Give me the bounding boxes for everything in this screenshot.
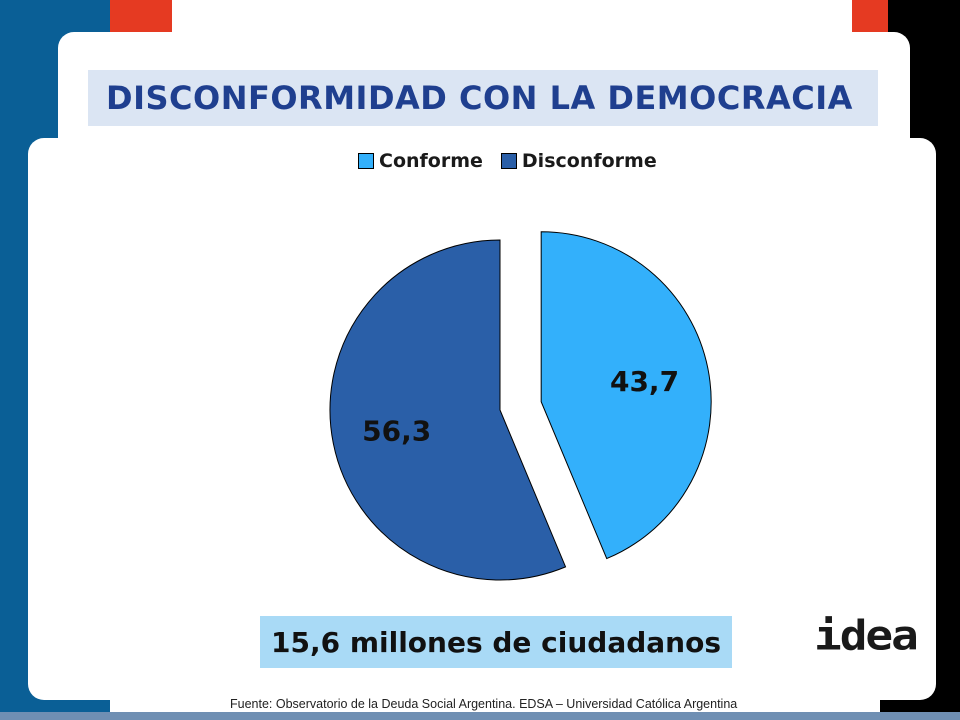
pie-chart: 43,7 56,3 — [329, 231, 712, 581]
callout-box: 15,6 millones de ciudadanos — [260, 616, 732, 668]
bottom-strip — [0, 712, 960, 720]
legend-item-disconforme: Disconforme — [500, 150, 657, 172]
callout-text: 15,6 millones de ciudadanos — [271, 625, 721, 659]
title-box: DISCONFORMIDAD CON LA DEMOCRACIA — [88, 70, 878, 126]
pie-slice-disconforme — [329, 239, 567, 581]
pie-slice-conforme — [540, 231, 712, 560]
legend-swatch-conforme — [358, 153, 374, 169]
slide-title: DISCONFORMIDAD CON LA DEMOCRACIA — [106, 79, 853, 117]
legend-label-disconforme: Disconforme — [521, 150, 657, 172]
data-label-disconforme: 56,3 — [362, 415, 431, 448]
legend-swatch-disconforme — [500, 153, 517, 169]
legend-label-conforme: Conforme — [379, 150, 483, 172]
source-note: Fuente: Observatorio de la Deuda Social … — [230, 697, 738, 711]
chart-legend: Conforme Disconforme — [358, 150, 675, 172]
data-label-conforme: 43,7 — [610, 365, 679, 398]
legend-item-conforme: Conforme — [358, 150, 483, 172]
idea-logo: idea — [814, 610, 919, 660]
